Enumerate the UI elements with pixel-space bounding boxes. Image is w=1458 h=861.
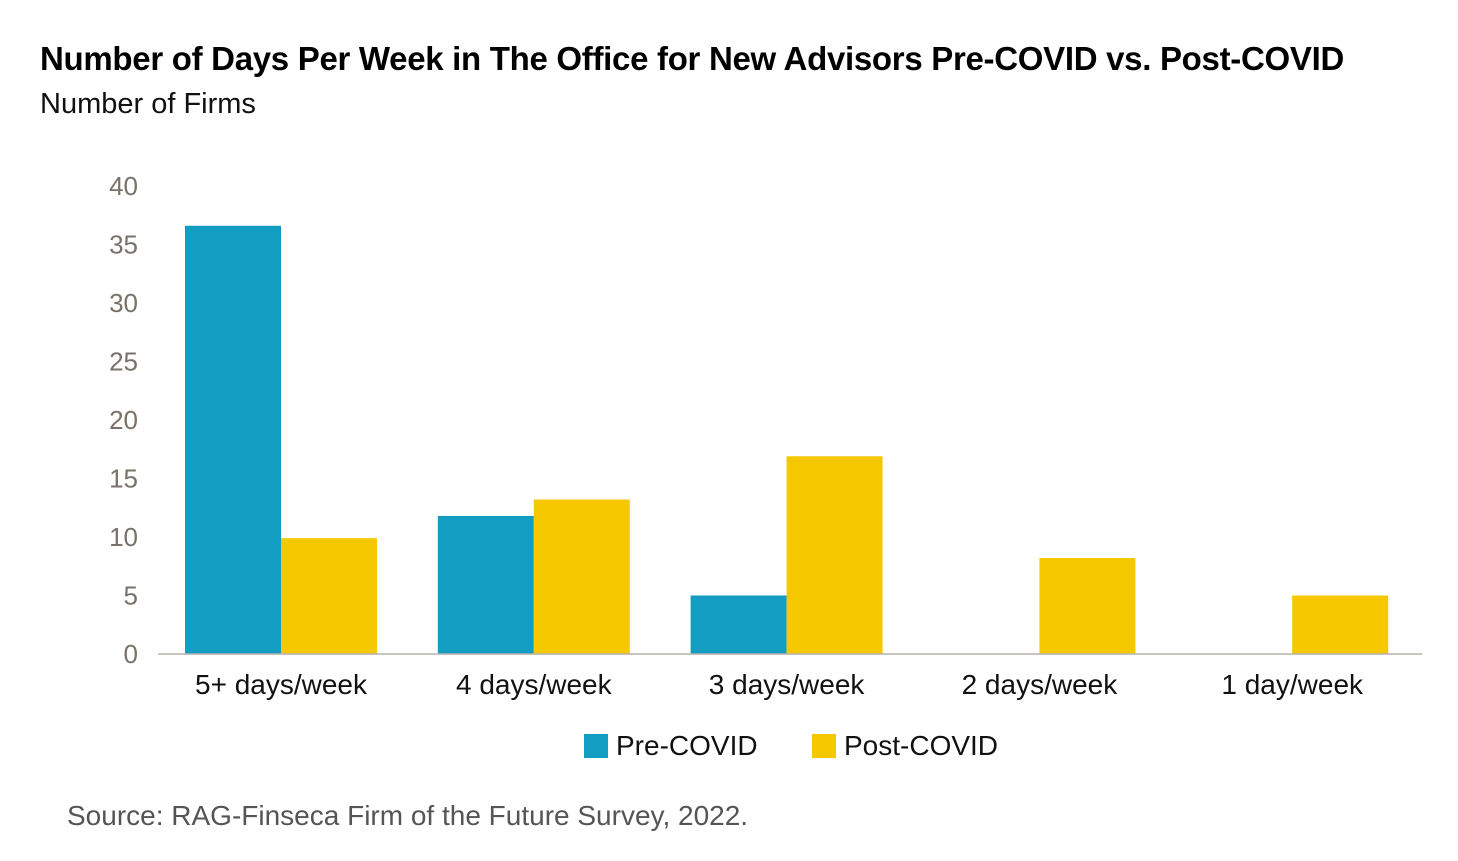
x-category-label: 4 days/week <box>456 669 613 700</box>
y-tick-label: 10 <box>109 522 138 552</box>
bars <box>185 225 1389 654</box>
bar-post-covid-1 <box>533 499 630 654</box>
y-tick-label: 15 <box>109 464 138 494</box>
chart-title: Number of Days Per Week in The Office fo… <box>40 40 1344 77</box>
source-note: Source: RAG-Finseca Firm of the Future S… <box>67 800 749 831</box>
bar-post-covid-0 <box>281 538 377 654</box>
x-category-label: 1 day/week <box>1221 669 1364 700</box>
x-category-label: 5+ days/week <box>195 669 368 700</box>
y-tick-label: 0 <box>124 639 138 669</box>
y-tick-label: 25 <box>109 347 138 377</box>
x-category-label: 2 days/week <box>962 669 1119 700</box>
y-tick-label: 35 <box>109 230 138 260</box>
bar-post-covid-3 <box>1039 558 1136 654</box>
legend-label-post-covid: Post-COVID <box>844 730 999 761</box>
y-axis-ticks: 0 5 10 15 20 25 30 35 40 <box>109 171 138 669</box>
y-tick-label: 20 <box>109 405 138 435</box>
legend-swatch-pre-covid <box>584 734 608 758</box>
legend-label-pre-covid: Pre-COVID <box>616 730 758 761</box>
bar-pre-covid-1 <box>437 515 534 654</box>
x-axis-labels: 5+ days/week 4 days/week 3 days/week 2 days… <box>195 669 1364 700</box>
bar-post-covid-2 <box>786 456 883 654</box>
legend-item-pre-covid: Pre-COVID <box>584 730 758 762</box>
bar-pre-covid-2 <box>690 595 787 654</box>
y-tick-label: 40 <box>109 171 138 201</box>
chart-subtitle: Number of Firms <box>40 88 256 120</box>
bar-chart: 0 5 10 15 20 25 30 35 40 5+ days/week 4 days/week… <box>109 171 1422 700</box>
legend: Pre-COVID Post-COVID <box>0 730 1458 766</box>
y-tick-label: 5 <box>124 581 138 611</box>
legend-item-post-covid: Post-COVID <box>812 730 998 762</box>
bar-pre-covid-0 <box>185 225 281 654</box>
legend-swatch-post-covid <box>812 734 836 758</box>
bar-post-covid-4 <box>1292 595 1389 654</box>
y-tick-label: 30 <box>109 288 138 318</box>
x-category-label: 3 days/week <box>709 669 866 700</box>
